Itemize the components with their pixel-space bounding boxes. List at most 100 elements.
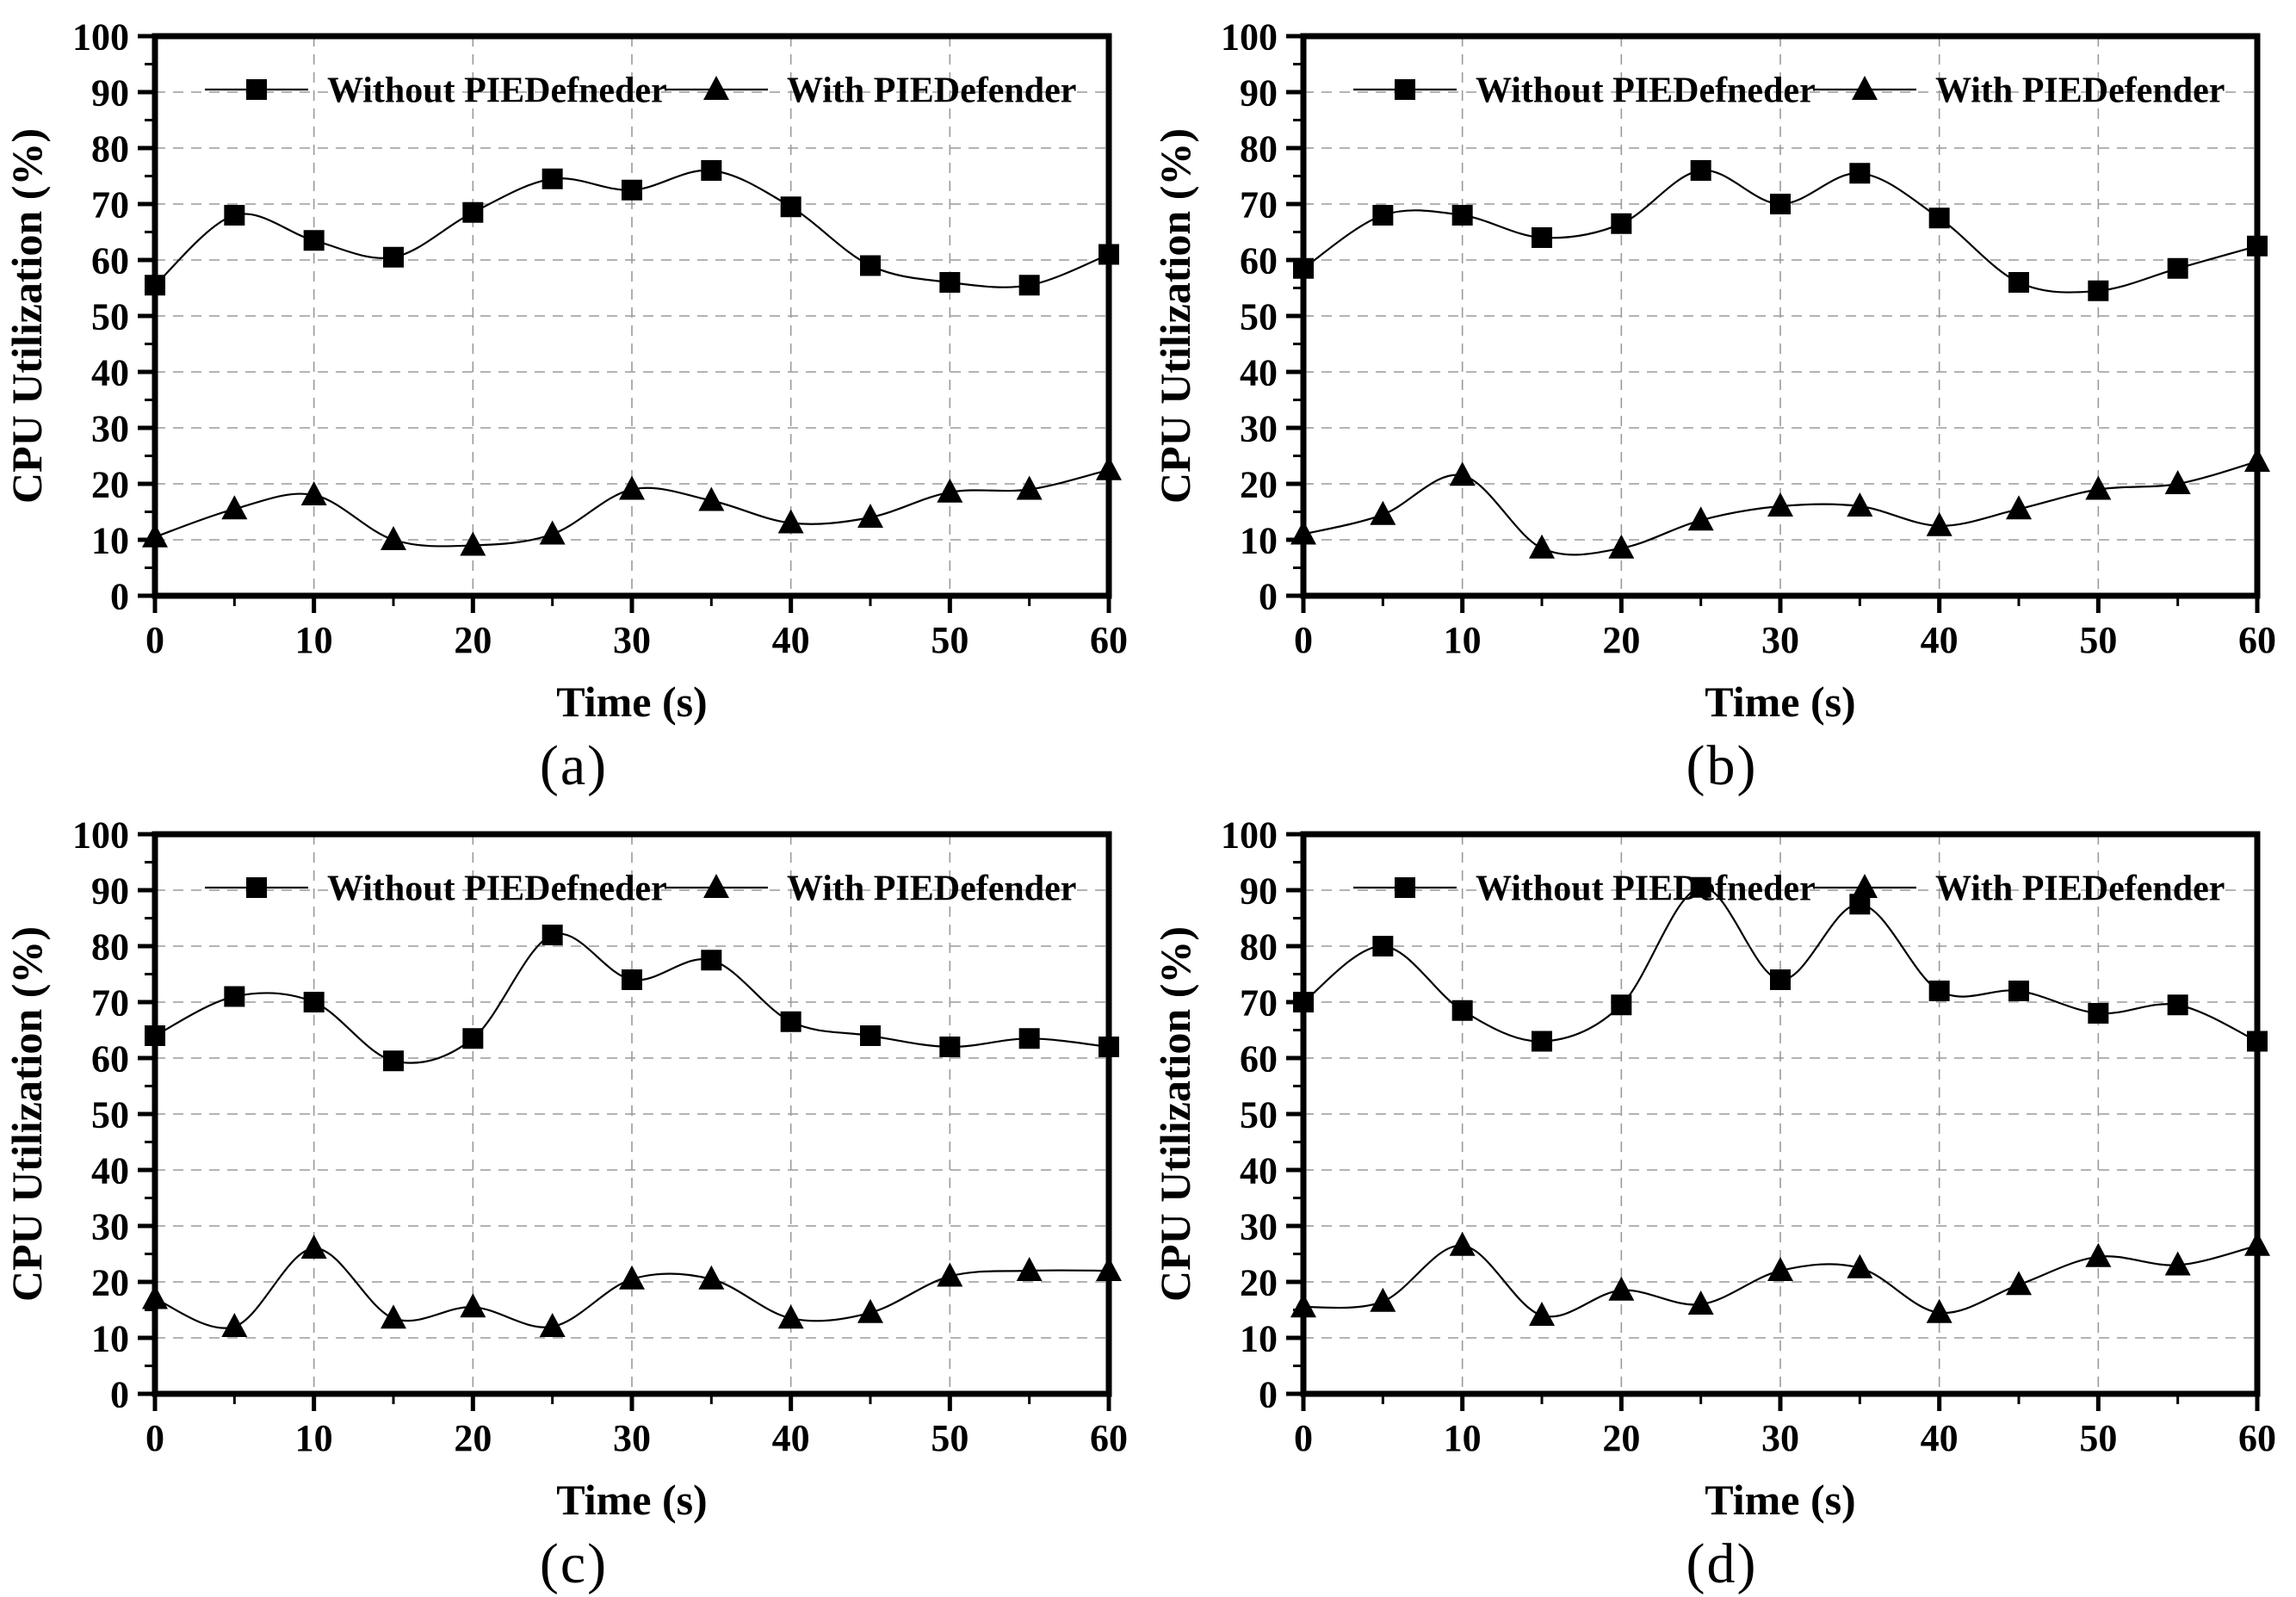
- y-tick-label: 30: [1240, 1205, 1278, 1247]
- y-tick-label: 90: [91, 71, 129, 114]
- y-tick-label: 100: [72, 15, 129, 58]
- series-marker-0: [1531, 227, 1552, 248]
- series-marker-0: [1371, 205, 1393, 226]
- y-tick-label: 60: [91, 1037, 129, 1080]
- y-tick-label: 10: [1240, 519, 1278, 561]
- x-tick-label: 50: [2079, 1417, 2117, 1459]
- series-marker-1: [300, 1235, 327, 1259]
- series-marker-1: [381, 1304, 406, 1329]
- chart-canvas-d: 0 10 20 30 40 50 60 0 10 20 30 40 50 60 70 80 90 100 Time …: [1151, 814, 2276, 1524]
- x-tick-label: 20: [454, 619, 492, 661]
- series-marker-0: [145, 1025, 165, 1046]
- series-marker-1: [1369, 500, 1396, 525]
- y-tick-label: 80: [91, 925, 129, 968]
- x-tick-label: 60: [2238, 1417, 2276, 1459]
- chart-panel-c: 0 10 20 30 40 50 60 0 10 20 30 40 50 60 70 80 90 100 Time …: [0, 798, 1148, 1596]
- series-marker-0: [622, 969, 642, 990]
- series-marker-1: [2164, 1251, 2191, 1276]
- series-marker-0: [462, 1028, 484, 1049]
- y-axis-title: CPU Utilization (%): [3, 926, 51, 1302]
- x-tick-label: 20: [1602, 1417, 1640, 1459]
- series-marker-0: [860, 255, 881, 276]
- x-tick-label: 50: [2079, 619, 2117, 661]
- series-marker-0: [383, 1050, 404, 1072]
- y-tick-label: 100: [1221, 814, 1278, 856]
- series-marker-0: [2246, 235, 2268, 257]
- y-tick-label: 50: [91, 1093, 129, 1136]
- series-marker-0: [542, 925, 563, 945]
- series-marker-0: [1610, 213, 1631, 234]
- series-marker-1: [2084, 1242, 2111, 1267]
- y-tick-label: 0: [110, 575, 129, 617]
- y-tick-label: 100: [72, 814, 129, 856]
- y-tick-label: 0: [110, 1373, 129, 1415]
- y-tick-label: 70: [91, 981, 129, 1024]
- x-tick-label: 30: [613, 619, 651, 661]
- y-tick-label: 20: [1240, 1261, 1278, 1303]
- series-marker-0: [2167, 257, 2188, 279]
- x-tick-label: 40: [772, 1417, 810, 1459]
- series-marker-0: [1018, 275, 1040, 296]
- series-marker-0: [1451, 205, 1473, 226]
- legend-label-0: Without PIEDefneder: [1476, 71, 1816, 111]
- x-axis-title: Time (s): [556, 678, 707, 726]
- series-marker-0: [1928, 207, 1950, 229]
- series-marker-0: [1690, 160, 1711, 181]
- panel-caption-b: (b): [1686, 734, 1758, 797]
- series-marker-1: [1290, 1293, 1316, 1318]
- y-tick-label: 50: [1240, 295, 1278, 337]
- series-marker-1: [2005, 1271, 2032, 1296]
- panel-caption-a: (a): [539, 734, 609, 797]
- legend-marker-1: [703, 874, 729, 898]
- series-marker-0: [939, 272, 961, 293]
- chart-panel-b: 0 10 20 30 40 50 60 0 10 20 30 40 50 60 70 80 90 100 Time …: [1148, 0, 2296, 798]
- x-tick-label: 0: [1294, 619, 1313, 661]
- y-tick-label: 0: [1259, 1373, 1278, 1415]
- x-axis-title: Time (s): [1705, 678, 1855, 726]
- legend-marker-0: [1394, 79, 1415, 100]
- y-axis-title: CPU Utilization (%): [1151, 926, 1199, 1302]
- y-tick-label: 40: [1240, 1149, 1278, 1192]
- x-tick-label: 30: [1761, 1417, 1799, 1459]
- series-marker-1: [1607, 1276, 1634, 1301]
- series-marker-1: [1767, 1257, 1793, 1281]
- series-marker-1: [2164, 470, 2191, 494]
- series-marker-1: [142, 523, 168, 548]
- series-marker-0: [1098, 1037, 1119, 1057]
- legend-marker-0: [246, 79, 267, 100]
- y-tick-label: 20: [91, 463, 129, 505]
- series-marker-0: [1531, 1031, 1552, 1052]
- series-marker-1: [1926, 1298, 1953, 1323]
- y-tick-label: 30: [91, 1205, 129, 1247]
- series-marker-0: [2008, 272, 2029, 293]
- series-marker-0: [701, 160, 722, 181]
- x-tick-label: 50: [931, 619, 969, 661]
- x-tick-label: 50: [931, 1417, 969, 1459]
- series-marker-1: [619, 1265, 645, 1290]
- panel-caption-c: (c): [539, 1532, 609, 1595]
- series-marker-1: [2243, 448, 2270, 472]
- x-tick-label: 30: [613, 1417, 651, 1459]
- y-tick-label: 60: [1240, 239, 1278, 282]
- series-marker-1: [698, 486, 725, 511]
- series-marker-0: [542, 168, 563, 189]
- y-tick-label: 80: [91, 127, 129, 170]
- legend-label-1: With PIEDefender: [787, 71, 1076, 111]
- series-marker-0: [1769, 194, 1791, 214]
- y-axis-title: CPU Utilization (%): [3, 128, 51, 504]
- legend-label-1: With PIEDefender: [1935, 870, 2225, 909]
- series-marker-0: [1848, 163, 1870, 184]
- legend-marker-0: [1394, 877, 1415, 898]
- y-tick-label: 60: [1240, 1037, 1278, 1080]
- x-tick-label: 40: [1920, 1417, 1958, 1459]
- legend-label-1: With PIEDefender: [787, 870, 1076, 909]
- series-marker-1: [1449, 461, 1476, 486]
- legend-marker-1: [1851, 874, 1878, 898]
- series-marker-1: [539, 520, 566, 545]
- y-tick-label: 40: [91, 1149, 129, 1192]
- legend-marker-0: [246, 877, 267, 898]
- series-marker-1: [698, 1265, 725, 1290]
- series-marker-1: [937, 478, 963, 503]
- series-marker-0: [1769, 969, 1791, 990]
- chart-canvas-b: 0 10 20 30 40 50 60 0 10 20 30 40 50 60 70 80 90 100 Time …: [1151, 15, 2276, 726]
